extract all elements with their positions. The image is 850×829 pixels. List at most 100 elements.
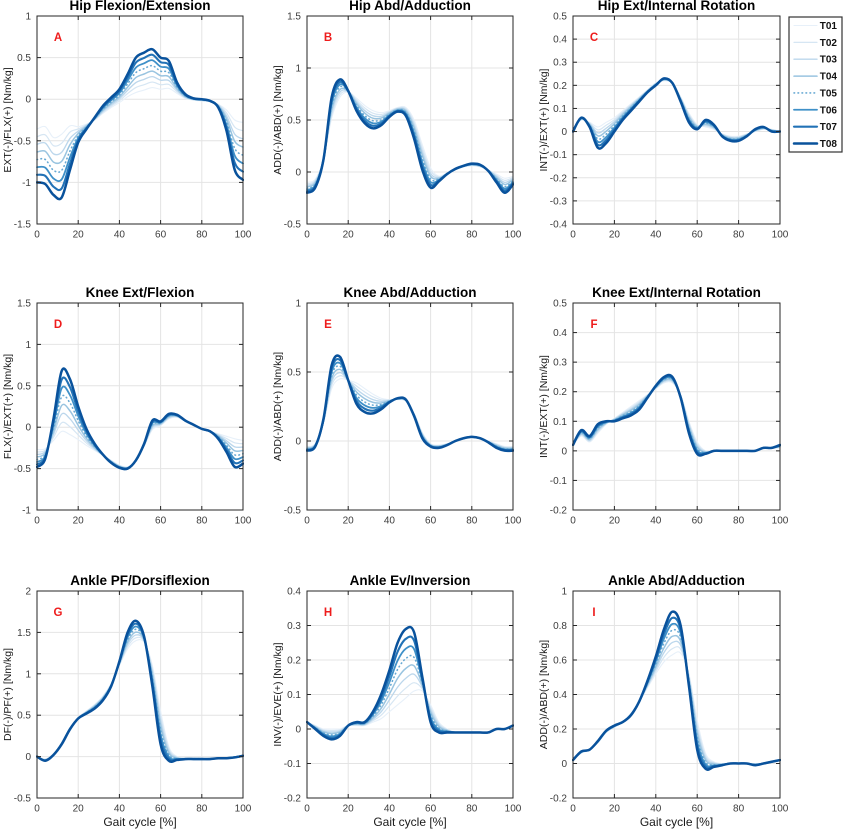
y-tick-label: -1 bbox=[22, 178, 31, 189]
x-tick-label: 0 bbox=[570, 230, 576, 241]
y-tick-label: 1 bbox=[295, 299, 301, 310]
panel-A-ylabel: EXT(-)/FLX(+) [Nm/kg] bbox=[2, 67, 14, 172]
y-tick-label: 0 bbox=[25, 95, 31, 106]
panel-I-series-T02 bbox=[572, 646, 781, 765]
y-tick-label: 0.3 bbox=[553, 358, 567, 369]
panel-D: 0 20 40 60 80 100 -1 -0.5 0 0.5 1 1.5 Knee Ext/Flexi… bbox=[2, 285, 252, 527]
x-tick-label: 80 bbox=[196, 804, 208, 815]
x-tick-label: 40 bbox=[650, 804, 662, 815]
x-tick-label: 100 bbox=[505, 516, 522, 527]
y-tick-label: 0.2 bbox=[553, 725, 567, 736]
x-tick-label: 100 bbox=[505, 230, 522, 241]
panel-H-title: Ankle Ev/Inversion bbox=[350, 573, 471, 588]
panel-A: 0 20 40 60 80 100 -1.5 -1 -0.5 0 0.5 1 Hip Flexion/E… bbox=[2, 0, 252, 241]
legend-item-T03: T03 bbox=[793, 55, 838, 66]
panel-B-series-T02 bbox=[306, 90, 514, 185]
y-tick-label: 0.5 bbox=[17, 711, 31, 722]
x-tick-label: 60 bbox=[155, 804, 167, 815]
legend-item-T04: T04 bbox=[793, 72, 838, 83]
panel-H-series-T05 bbox=[306, 654, 514, 736]
y-tick-label: 0.5 bbox=[17, 53, 31, 64]
y-tick-label: 1 bbox=[25, 340, 31, 351]
y-tick-label: -0.2 bbox=[550, 173, 568, 184]
y-tick-label: 0.3 bbox=[287, 621, 301, 632]
legend-label-T03: T03 bbox=[820, 55, 838, 66]
panel-H-series-T08 bbox=[306, 625, 514, 741]
y-tick-label: 1.5 bbox=[287, 12, 301, 23]
y-tick-label: 0.4 bbox=[287, 587, 301, 598]
x-tick-label: 100 bbox=[772, 804, 789, 815]
x-tick-label: 0 bbox=[304, 804, 310, 815]
panel-E-series-T02 bbox=[306, 375, 514, 448]
x-tick-label: 40 bbox=[114, 230, 126, 241]
legend-label-T04: T04 bbox=[820, 72, 838, 83]
panel-G-series-T03 bbox=[36, 634, 244, 761]
y-tick-label: 0.5 bbox=[553, 299, 567, 310]
panel-F-series-T08 bbox=[572, 373, 781, 457]
x-tick-label: 40 bbox=[650, 230, 662, 241]
legend-label-T02: T02 bbox=[820, 38, 838, 49]
y-tick-label: -0.1 bbox=[550, 150, 568, 161]
x-tick-label: 0 bbox=[304, 230, 310, 241]
panel-H-letter: H bbox=[324, 607, 332, 619]
axes-box bbox=[36, 590, 244, 799]
x-tick-label: 0 bbox=[304, 516, 310, 527]
x-tick-label: 20 bbox=[343, 804, 355, 815]
legend-box bbox=[788, 16, 843, 153]
legend-item-T08: T08 bbox=[792, 139, 837, 150]
panel-I-series-T07 bbox=[572, 616, 781, 770]
series-group bbox=[36, 367, 244, 471]
y-tick-label: -0.5 bbox=[14, 464, 32, 475]
x-tick-label: 60 bbox=[425, 230, 437, 241]
y-tick-label: -1 bbox=[22, 506, 31, 517]
x-tick-label: 20 bbox=[609, 804, 621, 815]
x-tick-label: 60 bbox=[425, 804, 437, 815]
panel-E-title: Knee Abd/Adduction bbox=[344, 285, 477, 300]
y-tick-label: -0.2 bbox=[284, 794, 302, 805]
panel-A-letter: A bbox=[54, 32, 62, 44]
panel-G-letter: G bbox=[54, 607, 63, 619]
y-tick-label: 0 bbox=[295, 437, 301, 448]
x-tick-label: 0 bbox=[34, 230, 40, 241]
panel-A-series-T05 bbox=[36, 64, 244, 173]
panel-B-series-T08 bbox=[306, 78, 514, 195]
y-tick-label: 0.4 bbox=[553, 35, 567, 46]
series-group bbox=[36, 619, 244, 764]
series-group bbox=[306, 354, 514, 453]
y-tick-label: 0 bbox=[25, 423, 31, 434]
x-tick-label: 60 bbox=[692, 804, 704, 815]
x-tick-label: 100 bbox=[505, 804, 522, 815]
y-tick-label: -0.1 bbox=[550, 476, 568, 487]
series-group bbox=[36, 47, 244, 201]
panel-D-series-T04 bbox=[36, 403, 244, 469]
x-tick-label: 100 bbox=[772, 516, 789, 527]
x-tick-label: 100 bbox=[772, 230, 789, 241]
y-tick-label: -0.1 bbox=[284, 759, 302, 770]
panel-E-series-T03 bbox=[306, 371, 514, 449]
panel-G-series-T01 bbox=[36, 638, 244, 760]
x-tick-label: 60 bbox=[692, 516, 704, 527]
y-tick-label: 0.2 bbox=[287, 656, 301, 667]
panel-D-title: Knee Ext/Flexion bbox=[86, 285, 195, 300]
legend-label-T05: T05 bbox=[820, 88, 838, 99]
x-tick-label: 60 bbox=[155, 516, 167, 527]
y-tick-label: 0.1 bbox=[287, 690, 301, 701]
panel-G-xlabel: Gait cycle [%] bbox=[103, 815, 176, 829]
panel-F-ylabel: INT(-)/EXT(+) [Nm/kg] bbox=[538, 355, 550, 458]
y-tick-label: 0.1 bbox=[553, 104, 567, 115]
panel-G-series-T02 bbox=[36, 636, 244, 760]
x-tick-label: 60 bbox=[692, 230, 704, 241]
panel-F-letter: F bbox=[590, 319, 597, 331]
panel-H-series-T02 bbox=[306, 682, 514, 734]
x-tick-label: 20 bbox=[73, 230, 85, 241]
panel-G-ylabel: DF(-)/PF(+) [Nm/kg] bbox=[2, 648, 14, 741]
y-tick-label: 1 bbox=[25, 12, 31, 23]
legend-item-T06: T06 bbox=[793, 105, 837, 116]
panel-I-series-T06 bbox=[572, 622, 781, 768]
x-tick-label: 100 bbox=[235, 804, 252, 815]
y-tick-label: 0 bbox=[561, 127, 567, 138]
